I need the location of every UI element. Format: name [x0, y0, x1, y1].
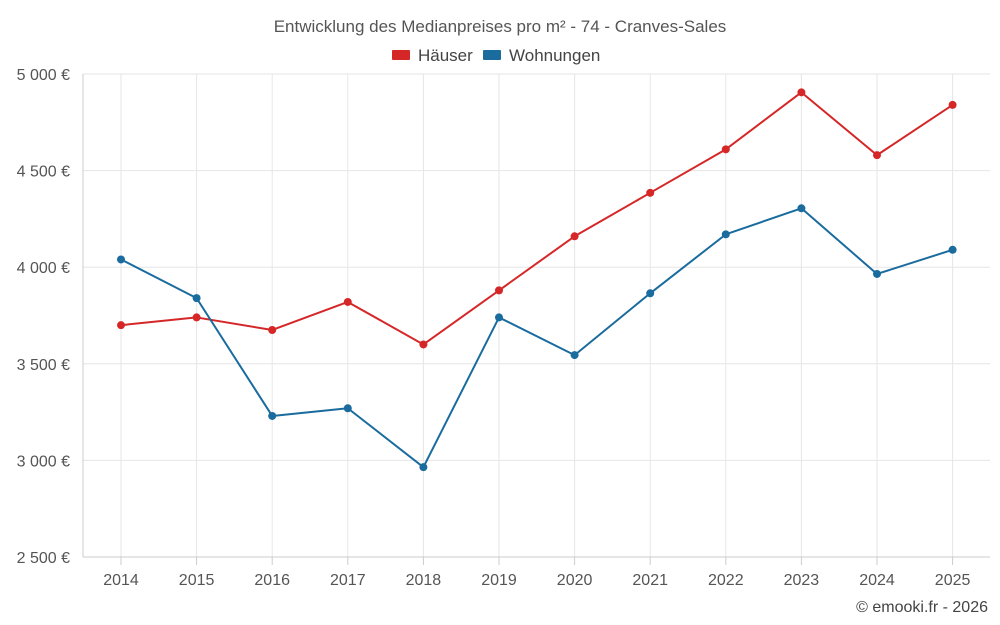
y-tick-label: 3 500 € — [17, 357, 70, 374]
x-tick-label: 2016 — [254, 572, 290, 589]
data-point-wohnungen[interactable] — [797, 204, 806, 213]
x-tick-label: 2019 — [481, 572, 517, 589]
data-point-haeuser[interactable] — [570, 232, 579, 241]
series-layer — [117, 88, 957, 472]
x-tick-label: 2014 — [103, 572, 139, 589]
data-point-haeuser[interactable] — [797, 88, 806, 97]
series-line-wohnungen[interactable] — [120, 207, 953, 469]
data-point-haeuser[interactable] — [646, 188, 655, 197]
data-point-wohnungen[interactable] — [419, 463, 428, 472]
legend-label-haeuser[interactable]: Häuser — [418, 46, 473, 65]
data-point-haeuser[interactable] — [268, 325, 277, 334]
data-point-wohnungen[interactable] — [948, 245, 957, 254]
data-point-wohnungen[interactable] — [721, 230, 730, 239]
y-tick-label: 2 500 € — [17, 550, 70, 567]
data-point-wohnungen[interactable] — [343, 404, 352, 413]
y-tick-label: 4 500 € — [17, 164, 70, 181]
credit-text[interactable]: © emooki.fr - 2026 — [856, 599, 988, 616]
x-tick-label: 2015 — [179, 572, 215, 589]
data-point-wohnungen[interactable] — [117, 255, 125, 264]
x-tick-label: 2017 — [330, 572, 366, 589]
grid — [83, 73, 990, 557]
y-tick-label: 4 000 € — [17, 260, 70, 277]
data-point-haeuser[interactable] — [721, 145, 730, 154]
data-point-haeuser[interactable] — [495, 286, 503, 295]
y-tick-label: 5 000 € — [17, 67, 70, 84]
data-point-wohnungen[interactable] — [495, 313, 503, 322]
legend-swatch-haeuser[interactable] — [392, 50, 410, 60]
data-point-haeuser[interactable] — [419, 340, 428, 349]
data-point-wohnungen[interactable] — [268, 411, 277, 420]
data-point-wohnungen[interactable] — [646, 289, 655, 298]
legend-label-wohnungen[interactable]: Wohnungen — [509, 46, 600, 65]
legend-swatch-wohnungen[interactable] — [483, 50, 501, 60]
data-point-wohnungen[interactable] — [570, 351, 579, 360]
series-line-haeuser[interactable] — [120, 91, 954, 346]
legend: Häuser Wohnungen — [392, 46, 600, 65]
data-point-wohnungen[interactable] — [192, 294, 201, 303]
data-point-haeuser[interactable] — [117, 321, 125, 330]
axes: 2 500 € 3 000 € 3 500 € 4 000 € 4 500 € 5 000… — [17, 67, 990, 589]
data-point-haeuser[interactable] — [873, 151, 881, 160]
y-tick-label: 3 000 € — [17, 453, 70, 470]
data-point-haeuser[interactable] — [948, 100, 957, 109]
x-tick-label: 2024 — [859, 572, 895, 589]
x-tick-label: 2023 — [784, 572, 820, 589]
data-point-haeuser[interactable] — [192, 313, 201, 322]
chart-title: Entwicklung des Medianpreises pro m² - 7… — [274, 17, 727, 36]
data-point-wohnungen[interactable] — [873, 269, 881, 278]
x-tick-label: 2021 — [632, 572, 668, 589]
x-tick-label: 2020 — [557, 572, 593, 589]
x-tick-label: 2022 — [708, 572, 744, 589]
x-tick-label: 2018 — [406, 572, 442, 589]
x-tick-label: 2025 — [935, 572, 971, 589]
data-point-haeuser[interactable] — [343, 297, 352, 306]
